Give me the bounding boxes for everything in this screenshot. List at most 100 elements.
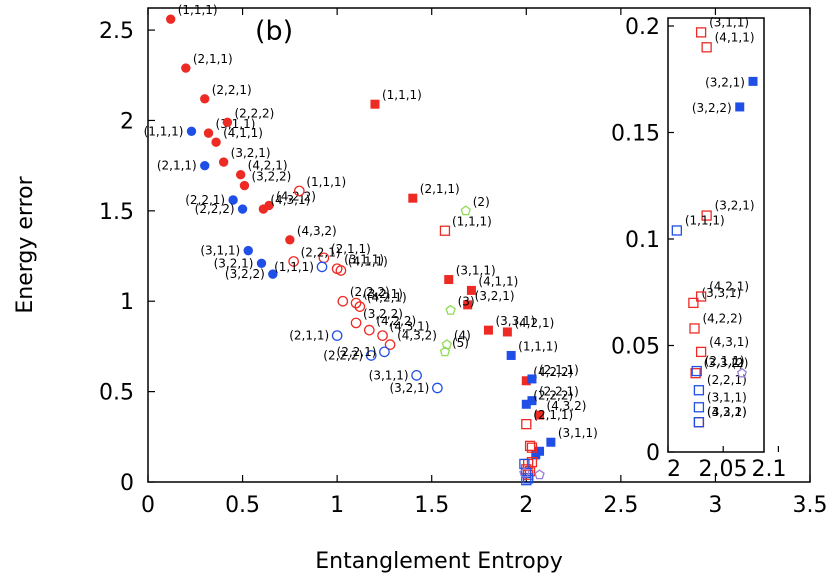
- data-point-circle: [350, 317, 362, 329]
- point-label: (2,2,2): [533, 388, 573, 402]
- point-label: (4,3,1): [390, 320, 430, 334]
- data-point-square: [701, 42, 712, 53]
- inset-point-label: (4,2,2): [702, 311, 742, 325]
- data-point-circle: [331, 330, 343, 341]
- point-label: (2,1,1): [157, 159, 197, 173]
- y-tick-label: 0.5: [99, 381, 134, 406]
- point-label: (3,2,2): [251, 170, 291, 184]
- point-label: (3,2,1): [231, 146, 271, 160]
- data-point-square: [502, 327, 512, 337]
- inset-point-label: (2): [731, 356, 748, 370]
- point-label: (3,2,2): [363, 307, 403, 321]
- inset-y-tick-label: 0.05: [611, 335, 660, 360]
- point-label: (2,1,1): [539, 363, 579, 377]
- point-label: (3): [458, 294, 475, 308]
- data-point-square: [748, 76, 758, 86]
- point-label: (2,2,1): [337, 345, 377, 359]
- point-label: (4): [454, 329, 471, 343]
- data-point-circle: [228, 195, 238, 205]
- data-point-circle: [222, 117, 233, 127]
- point-label: (2,1,1): [533, 408, 573, 422]
- y-tick-label: 1.5: [99, 200, 134, 225]
- point-label: (2,2,2): [234, 106, 274, 120]
- inset-point-label: (2,2,1): [707, 373, 747, 387]
- data-point-circle: [337, 295, 349, 307]
- x-tick-label: 1.5: [414, 493, 449, 518]
- series-green-pentagon: (2) (3) (4)(5): [439, 195, 490, 357]
- series-blue-square: (1,1,1) (2,1,1) (2,2,1)(2,2,2) (3,1,1): [506, 339, 598, 460]
- data-point-pentagon: [460, 205, 471, 216]
- data-point-circle: [350, 297, 362, 309]
- point-label: (2,1,1): [289, 329, 329, 343]
- point-label: (5): [452, 336, 469, 350]
- data-point-circle: [379, 346, 390, 358]
- data-point-square: [483, 325, 493, 335]
- point-label: (2,2,2): [350, 285, 390, 299]
- y-tick-label: 1: [120, 290, 134, 315]
- inset-point-label: (3,2,1): [705, 75, 745, 89]
- y-tick-label: 2: [120, 109, 134, 134]
- inset-x-tick-label: 2: [667, 457, 681, 482]
- data-point-circle: [335, 265, 347, 276]
- inset-point-label: (1,1,1): [685, 213, 725, 227]
- data-point-square: [693, 417, 705, 428]
- inset-series-purple-pentagon: (2): [731, 356, 748, 378]
- data-point-square: [444, 275, 454, 285]
- data-point-square: [695, 291, 707, 302]
- inset-series-red-square: (3,1,1)(4,1,1)(3,2,1)(3,3,1)(4,2,1)(4,2,…: [688, 15, 755, 428]
- series-red-square: (1,1,1) (2,1,1): [439, 215, 573, 480]
- data-point-square: [521, 467, 532, 479]
- data-point-square: [735, 102, 745, 112]
- inset-point-label: (4,3,1): [709, 335, 749, 349]
- inset-point-label: (3,2,2): [692, 101, 732, 115]
- point-label: (4,3,1): [270, 193, 310, 207]
- x-tick-label: 3: [708, 493, 722, 518]
- data-point-circle: [377, 330, 388, 341]
- panel-label: (b): [255, 16, 293, 47]
- data-point-pentagon: [445, 304, 456, 315]
- inset-series-blue-square: (3,2,1) (3,2,2): [692, 75, 758, 115]
- point-label: (3,3,1): [495, 314, 535, 328]
- point-label: (4,2,2): [533, 365, 573, 379]
- data-point-square: [671, 225, 682, 236]
- point-label: (2,1,1): [420, 182, 460, 196]
- data-point-circle: [186, 126, 197, 137]
- series-red-square: (1,1,1)(2,1,1)(3,1,1)(4,1,1)(3,2,1)(3,3,…: [370, 88, 586, 420]
- point-label: (3,2,1): [214, 256, 254, 270]
- data-point-square: [506, 350, 516, 360]
- x-tick-label: 2.5: [603, 493, 638, 518]
- series-red-circle: (1,1,1)(2,1,1)(3,1,1)(4,1,1)(2,2,1)(2,2,…: [288, 175, 437, 350]
- point-label: (3,2,2): [225, 267, 265, 281]
- data-point-circle: [288, 256, 299, 267]
- data-point-square: [546, 437, 556, 447]
- data-point-circle: [365, 350, 377, 361]
- data-point-square: [693, 402, 705, 413]
- point-label: (2): [473, 195, 490, 209]
- data-point-pentagon: [736, 367, 747, 378]
- data-point-square: [521, 376, 531, 386]
- point-label: (4,2,2): [376, 314, 416, 328]
- inset-point-label: (2,1,1): [705, 354, 745, 368]
- point-label: (2,2,1): [301, 245, 341, 259]
- data-point-square: [463, 300, 473, 310]
- series-blue-circle: (1,1,1)(2,1,1)(2,2,1)(2,2,2)(3,1,1)(3,2,…: [144, 124, 278, 281]
- y-tick-label: 0: [120, 471, 134, 496]
- point-label: (1,1,1): [382, 88, 422, 102]
- inset-series-blue-square: (1,1,1) (2,1,1) (2,2,1) (3,1,1)(3,2,1): [671, 213, 747, 428]
- inset-point-label: (4,1,1): [715, 30, 755, 44]
- point-label: (1,1,1): [274, 260, 314, 274]
- point-label: (2,2,1): [185, 193, 225, 207]
- data-point-circle: [218, 157, 229, 167]
- data-point-pentagon: [534, 469, 545, 480]
- inset-point-label: (4,2,1): [709, 280, 749, 294]
- x-tick-label: 2: [519, 493, 533, 518]
- inset-point-label: (3,2,1): [715, 199, 755, 213]
- point-label: (4,1,1): [478, 274, 518, 288]
- series-red-circle: (1,1,1)(2,1,1)(2,2,1)(3,1,1)(2,2,2)(4,1,…: [165, 3, 337, 245]
- data-point-circle: [235, 169, 246, 180]
- inset-y-tick-label: 0.1: [625, 228, 660, 253]
- data-point-pentagon: [519, 467, 530, 478]
- series-blue-circle: (1,1,1) (2,1,1) (2,2,2) (2,2,1) (3,1,1) (3,2,…: [274, 260, 443, 395]
- point-label: (3,1,1): [369, 368, 409, 382]
